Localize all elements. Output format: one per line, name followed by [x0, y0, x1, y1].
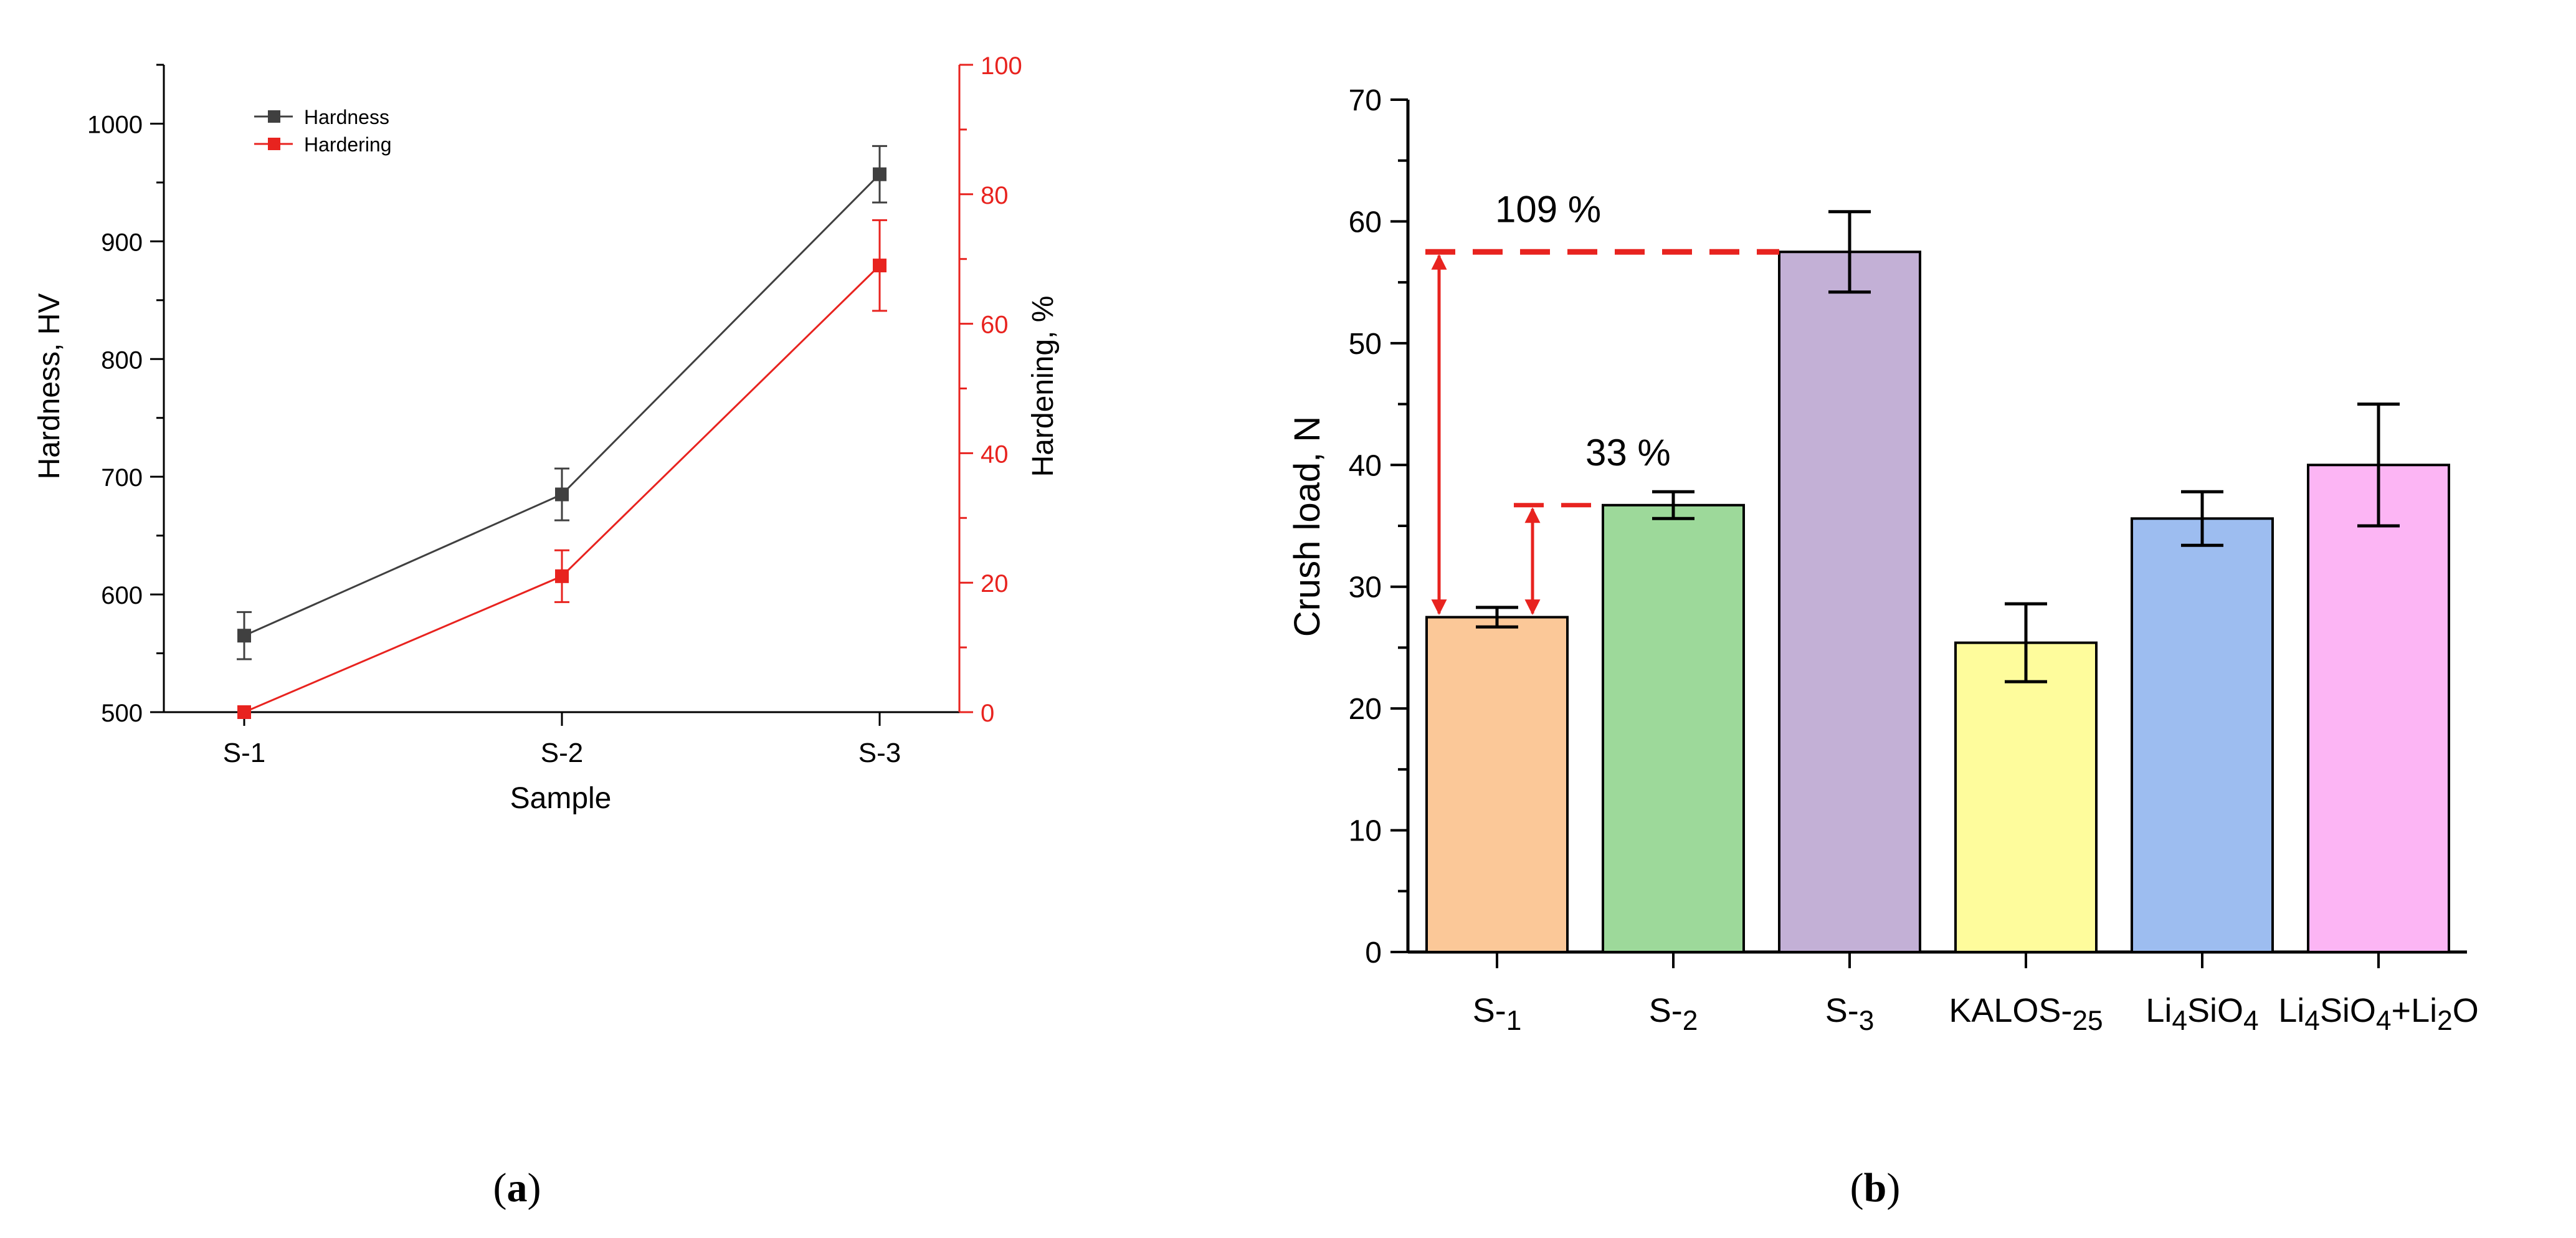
panel-a-label: (a): [493, 1165, 541, 1211]
panel-b-y-tick-label: 10: [1349, 815, 1382, 848]
panel-b-y-tick-label: 30: [1349, 571, 1382, 604]
panel-a-legend-label: Hardering: [304, 133, 392, 156]
panel-a-xlabel: Sample: [510, 782, 612, 815]
panel-a-x-tick-label: S-3: [858, 738, 901, 768]
panel-a-legend-label: Hardness: [304, 106, 389, 128]
panel-b-ylabel: Crush load, N: [1287, 416, 1328, 637]
panel-b-x-tick-label: S-1: [1473, 992, 1522, 1036]
panel-a-point: [555, 487, 569, 502]
panel-b-bar: [1954, 641, 2098, 954]
panel-b-bar: [1425, 616, 1569, 953]
panel-b-y-tick-label: 20: [1349, 693, 1382, 726]
panel-a-point: [873, 259, 886, 273]
panel-b-y-tick-label: 60: [1349, 206, 1382, 239]
panel-a-point: [237, 705, 251, 719]
panel-a-point: [873, 167, 886, 181]
panel-a-point: [555, 569, 569, 583]
panel-b-x-tick-label: Li4SiO4: [2146, 992, 2258, 1036]
panel-a-chart: 500 600 700 800 900 1000 0 20 40 60 80 100 S-1 S-2 S-3…: [87, 52, 1022, 768]
panel-b-chart: 0 10 20 30 40 50 60 70 S-1 S-2 S-3 KALOS-25 Li4SiO4 L…: [1349, 84, 2479, 1036]
panel-a-legend-marker: [268, 110, 280, 123]
panel-b-letter: b: [1864, 1165, 1887, 1211]
panel-b-y-tick-label: 70: [1349, 84, 1382, 117]
panel-a-letter: a: [507, 1165, 528, 1211]
panel-b-x-tick-label: S-3: [1825, 992, 1875, 1036]
panel-a-left-tick-label: 700: [101, 464, 143, 492]
panel-b-x-tick-label: Li4SiO4+Li2O: [2278, 992, 2479, 1036]
panel-b-y-tick-label: 50: [1349, 328, 1382, 361]
panel-b-bar: [2307, 464, 2450, 953]
panel-a-right-tick-label: 60: [981, 312, 1009, 339]
panel-a-left-tick-label: 500: [101, 700, 143, 727]
panel-a-left-tick-label: 900: [101, 229, 143, 256]
panel-a-point: [237, 629, 251, 643]
panel-a-x-tick-label: S-2: [541, 738, 583, 768]
panel-b-y-tick-label: 40: [1349, 449, 1382, 482]
panel-b-label: (b): [1850, 1165, 1901, 1211]
panel-b-bar: [1778, 250, 1921, 953]
panel-a-right-tick-label: 0: [981, 700, 994, 727]
panel-a-right-tick-label: 40: [981, 440, 1009, 468]
panel-b-x-tick-label: S-2: [1649, 992, 1698, 1036]
panel-a-x-tick-label: S-1: [223, 738, 265, 768]
panel-a-right-tick-label: 80: [981, 182, 1009, 209]
panel-b-annotation-label: 109 %: [1495, 188, 1601, 230]
panel-b-annotation-label: 33 %: [1585, 432, 1671, 474]
panel-a-left-tick-label: 600: [101, 582, 143, 609]
panel-b-x-tick-label: KALOS-25: [1949, 992, 2103, 1036]
panel-a-ylabel: Hardness, HV: [33, 293, 66, 480]
panel-a-left-tick-label: 800: [101, 346, 143, 374]
panel-a-right-tick-label: 20: [981, 570, 1009, 598]
panel-a-right-tick-label: 100: [981, 52, 1022, 80]
panel-b-bar: [2131, 517, 2274, 953]
panel-a-left-tick-label: 1000: [87, 111, 143, 138]
panel-a-legend-marker: [268, 138, 280, 150]
panel-a-y2label: Hardening, %: [1027, 296, 1060, 477]
panel-b-y-tick-label: 0: [1365, 936, 1382, 969]
panel-b-bar: [1602, 503, 1745, 953]
